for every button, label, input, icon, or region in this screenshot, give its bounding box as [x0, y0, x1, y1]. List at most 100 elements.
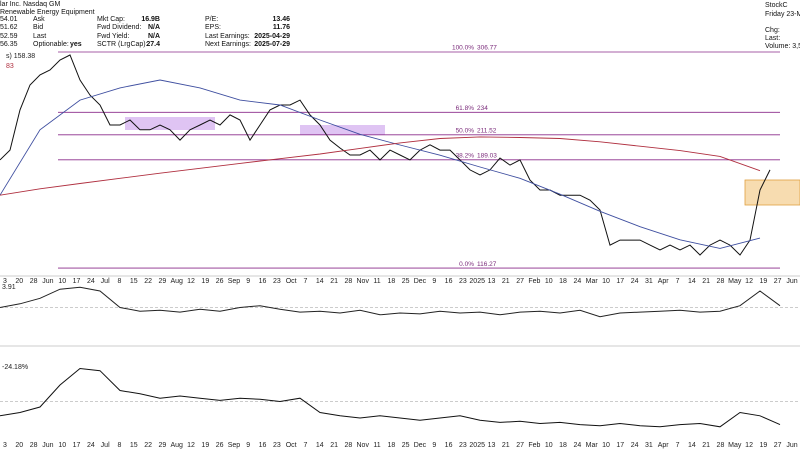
x-tick-label: 7 — [676, 278, 680, 285]
x-tick-label: May — [728, 278, 742, 285]
x-tick-label: 29 — [159, 278, 167, 285]
x-tick-label: Jun — [786, 442, 797, 449]
quote-value: 52.59 — [0, 33, 18, 40]
fib-label: 100.0% — [452, 45, 474, 52]
quote-value: 51.62 — [0, 24, 18, 31]
ma-label: 83 — [6, 63, 14, 70]
quote-value: 56.35 — [0, 41, 18, 48]
stat-label: EPS: — [205, 24, 221, 31]
x-tick-label: 10 — [58, 278, 66, 285]
x-tick-label: 28 — [30, 442, 38, 449]
x-tick-label: 26 — [216, 278, 224, 285]
x-tick-label: 28 — [717, 442, 725, 449]
stat-value: N/A — [148, 33, 160, 40]
x-tick-label: 19 — [759, 442, 767, 449]
x-tick-label: 9 — [246, 278, 250, 285]
stat-value: 2025-04-29 — [254, 33, 290, 40]
fib-label: 38.2% — [456, 153, 475, 160]
fib-value: 306.77 — [477, 45, 497, 52]
price-line — [0, 79, 761, 249]
x-tick-label: Feb — [528, 442, 540, 449]
fib-label: 61.8% — [456, 105, 475, 112]
x-tick-label: Dec — [414, 442, 427, 449]
x-tick-label: 24 — [631, 278, 639, 285]
x-tick-label: Oct — [286, 442, 297, 449]
x-tick-label: Jul — [101, 442, 110, 449]
indicator-line — [0, 286, 781, 318]
fib-value: 211.52 — [477, 128, 497, 135]
x-tick-label: 19 — [201, 442, 209, 449]
x-tick-label: 12 — [745, 278, 753, 285]
stat-label: Last Earnings: — [205, 33, 250, 40]
x-tick-label: 25 — [402, 278, 410, 285]
x-tick-label: 23 — [273, 442, 281, 449]
x-tick-label: 28 — [30, 278, 38, 285]
x-tick-label: 2025 — [469, 278, 485, 285]
x-tick-label: 14 — [688, 442, 696, 449]
x-tick-label: 21 — [330, 278, 338, 285]
quote-right: Chg: — [765, 27, 780, 34]
x-tick-label: Apr — [658, 278, 670, 285]
x-tick-label: 22 — [144, 442, 152, 449]
stat-value: 16.9B — [141, 16, 160, 23]
quote-label: Last — [33, 33, 46, 40]
quote-label: Optionable: — [33, 41, 69, 48]
x-tick-label: 24 — [573, 278, 581, 285]
x-tick-label: 17 — [616, 278, 624, 285]
x-tick-label: 18 — [387, 278, 395, 285]
x-tick-label: 25 — [402, 442, 410, 449]
x-tick-label: Aug — [170, 442, 183, 449]
x-tick-label: 19 — [759, 278, 767, 285]
price-line — [0, 54, 771, 256]
x-tick-label: 18 — [387, 442, 395, 449]
x-tick-label: 18 — [559, 278, 567, 285]
quote-right: Friday 23-M — [765, 11, 800, 18]
stat-label: Fwd Dividend: — [97, 24, 141, 31]
x-tick-label: Jul — [101, 278, 110, 285]
x-tick-label: 24 — [573, 442, 581, 449]
shaded-zone — [300, 125, 385, 135]
fib-value: 234 — [477, 105, 488, 112]
x-tick-label: 21 — [330, 442, 338, 449]
x-tick-label: 10 — [58, 442, 66, 449]
x-tick-label: 8 — [118, 442, 122, 449]
price-label: s) 158.38 — [6, 53, 35, 60]
x-tick-label: 18 — [559, 442, 567, 449]
x-tick-label: 17 — [616, 442, 624, 449]
x-tick-label: 23 — [273, 278, 281, 285]
x-tick-label: 21 — [502, 278, 510, 285]
x-tick-label: Dec — [414, 278, 427, 285]
x-tick-label: Mar — [586, 442, 599, 449]
stat-label: Fwd Yield: — [97, 33, 129, 40]
x-tick-label: 14 — [688, 278, 696, 285]
x-tick-label: 14 — [316, 278, 324, 285]
x-tick-label: 13 — [488, 442, 496, 449]
x-tick-label: Apr — [658, 442, 670, 449]
x-tick-label: 12 — [187, 442, 195, 449]
industry: Renewable Energy Equipment — [0, 9, 95, 16]
x-tick-label: Oct — [286, 278, 297, 285]
x-tick-label: 28 — [345, 278, 353, 285]
x-tick-label: 17 — [73, 442, 81, 449]
x-tick-label: May — [728, 442, 742, 449]
x-tick-label: 31 — [645, 278, 653, 285]
x-tick-label: 10 — [602, 278, 610, 285]
x-tick-label: Feb — [528, 278, 540, 285]
indicator-line — [0, 367, 781, 428]
x-tick-label: 7 — [676, 442, 680, 449]
x-tick-label: 16 — [445, 278, 453, 285]
x-tick-label: 16 — [259, 278, 267, 285]
x-tick-label: 24 — [87, 278, 95, 285]
x-tick-label: Sep — [228, 278, 241, 285]
x-tick-label: 3 — [3, 442, 7, 449]
stat-label: Mkt Cap: — [97, 16, 125, 23]
x-tick-label: 17 — [73, 278, 81, 285]
shaded-zone — [125, 117, 215, 130]
quote-value: 54.01 — [0, 16, 18, 23]
stat-value: 11.76 — [273, 24, 290, 31]
x-tick-label: 28 — [717, 278, 725, 285]
x-tick-label: 10 — [545, 278, 553, 285]
quote-extra: yes — [70, 41, 82, 48]
quote-right: Volume: 3,5 — [765, 43, 800, 50]
